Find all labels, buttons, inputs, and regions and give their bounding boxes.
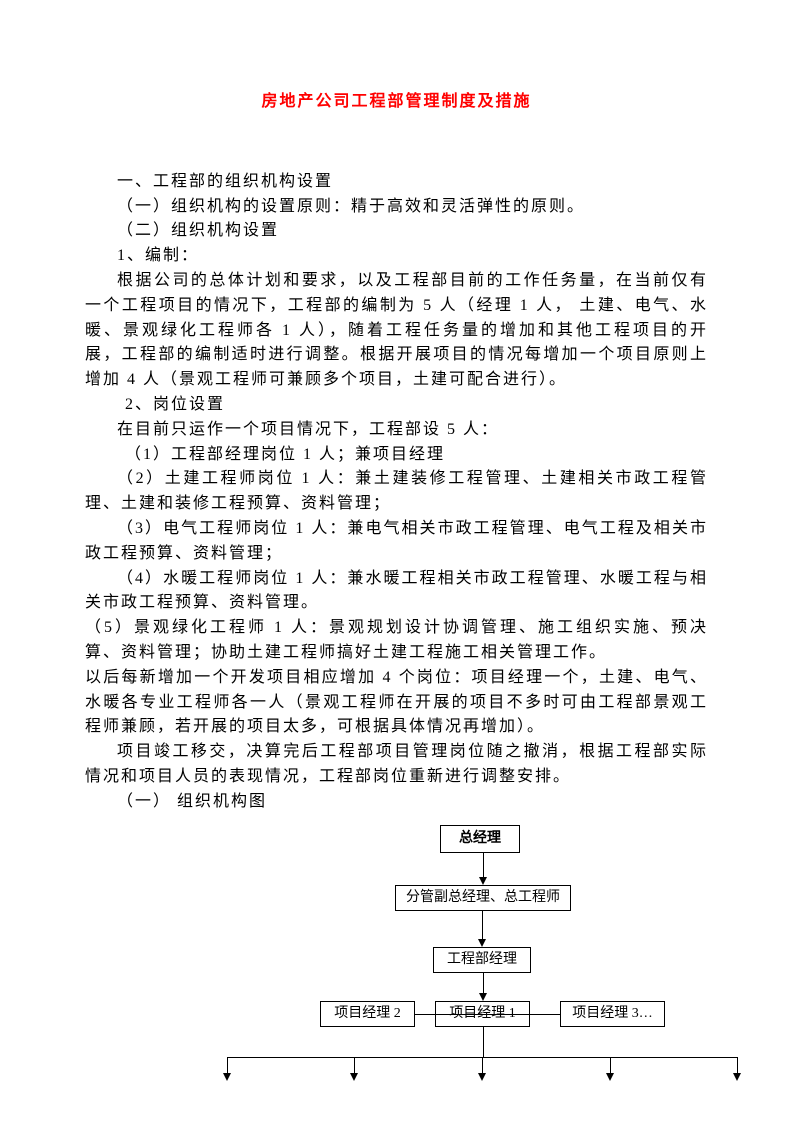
arrowhead-icon: [478, 939, 486, 947]
arrowhead-icon: [479, 877, 487, 885]
arrowhead-icon: [478, 1073, 486, 1081]
arrowhead-icon: [606, 1073, 614, 1081]
arrowhead-icon: [733, 1073, 741, 1081]
para-position-intro: 在目前只运作一个项目情况下，工程部设 5 人：: [85, 418, 708, 443]
para-position-head: 2、岗位设置: [85, 393, 708, 418]
para-position-3: （3）电气工程师岗位 1 人：兼电气相关市政工程管理、电气工程及相关市政工程预算…: [85, 517, 708, 567]
connector-vline: [483, 1027, 484, 1057]
arrowhead-icon: [223, 1073, 231, 1081]
para-position-5: （5）景观绿化工程师 1 人：景观规划设计协调管理、施工组织实施、预决算、资料管…: [85, 616, 708, 666]
connector-vline: [482, 1057, 483, 1074]
connector-vline: [354, 1057, 355, 1074]
connector-vline: [482, 911, 483, 940]
document-title: 房地产公司工程部管理制度及措施: [85, 90, 708, 115]
arrowhead-icon: [350, 1073, 358, 1081]
para-orgchart-head: （一） 组织机构图: [85, 790, 708, 815]
para-position-1: （1）工程部经理岗位 1 人；兼项目经理: [85, 443, 708, 468]
connector-vline: [610, 1057, 611, 1074]
para-staffing-head: 1、编制：: [85, 244, 708, 269]
para-principle: （一）组织机构的设置原则：精于高效和灵活弹性的原则。: [85, 195, 708, 220]
para-position-2: （2）土建工程师岗位 1 人：兼土建装修工程管理、土建相关市政工程管理、土建和装…: [85, 467, 708, 517]
para-staffing-body: 根据公司的总体计划和要求，以及工程部目前的工作任务量，在当前仅有一个工程项目的情…: [85, 269, 708, 393]
para-future-projects: 以后每新增加一个开发项目相应增加 4 个岗位：项目经理一个，土建、电气、水暖各专…: [85, 666, 708, 740]
arrowhead-icon: [479, 993, 487, 1001]
title-text: 房地产公司工程部管理制度及措施: [261, 93, 531, 110]
connector-vline: [483, 853, 484, 878]
para-completion: 项目竣工移交，决算完后工程部项目管理岗位随之撤消，根据工程部实际情况和项目人员的…: [85, 740, 708, 790]
heading-section-1: 一、工程部的组织机构设置: [85, 170, 708, 195]
org-node-n3: 工程部经理: [433, 947, 531, 973]
org-node-n2: 分管副总经理、总工程师: [395, 885, 571, 911]
para-position-4: （4）水暖工程师岗位 1 人：兼水暖工程相关市政工程管理、水暖工程与相关市政工程…: [85, 567, 708, 617]
connector-vline: [737, 1057, 738, 1074]
connector-hline: [415, 1014, 560, 1015]
connector-vline: [483, 973, 484, 994]
org-node-n6: 项目经理 3…: [560, 1001, 665, 1027]
para-org-setup: （二）组织机构设置: [85, 219, 708, 244]
org-node-n4: 项目经理 2: [320, 1001, 415, 1027]
org-node-n1: 总经理: [440, 825, 520, 853]
connector-vline: [227, 1057, 228, 1074]
